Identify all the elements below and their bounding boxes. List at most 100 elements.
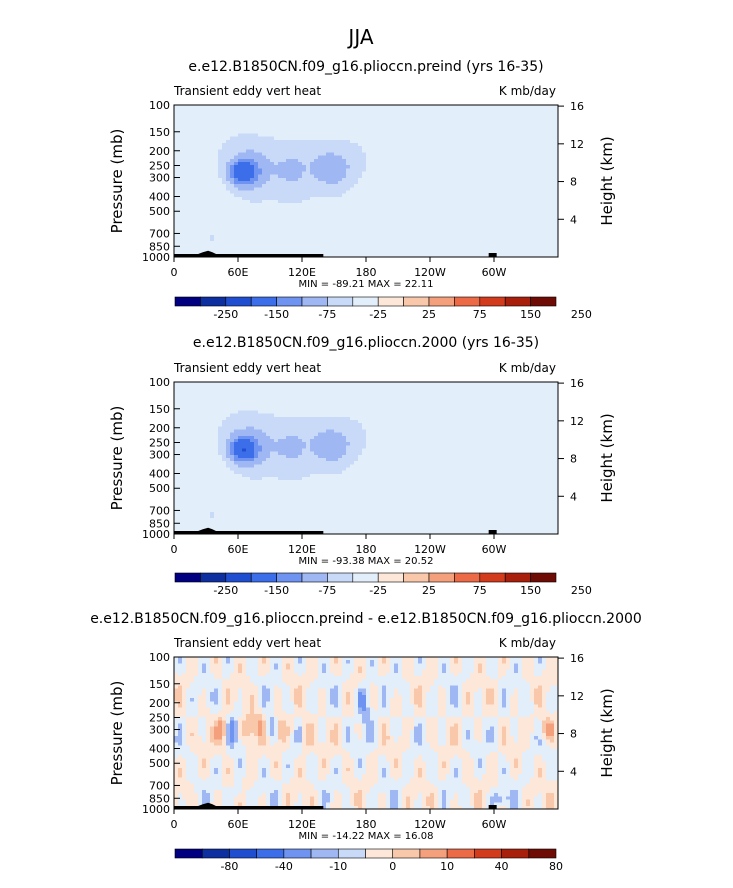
heatmap-cell: [370, 124, 375, 128]
heatmap-cell: [454, 152, 459, 157]
heatmap-cell: [502, 124, 507, 128]
heatmap-cell: [266, 203, 271, 207]
heatmap-cell: [534, 136, 539, 141]
heatmap-cell: [314, 165, 319, 169]
heatmap-cell: [418, 111, 423, 116]
heatmap-cell: [286, 155, 291, 160]
heatmap-cell: [182, 181, 187, 185]
heatmap-cell: [218, 184, 223, 188]
heatmap-cell: [382, 162, 387, 166]
heatmap-cell: [294, 127, 299, 131]
heatmap-cell: [282, 108, 287, 112]
heatmap-cell: [218, 187, 223, 192]
heatmap-cell: [458, 149, 463, 154]
heatmap-cell: [222, 117, 227, 122]
heatmap-cell: [374, 206, 379, 211]
heatmap-cell: [502, 171, 507, 176]
heatmap-cell: [330, 155, 335, 160]
heatmap-cell: [190, 108, 195, 112]
heatmap-cell: [326, 155, 331, 160]
heatmap-cell: [278, 162, 283, 166]
heatmap-cell: [386, 143, 391, 147]
heatmap-cell: [254, 146, 259, 150]
heatmap-cell: [366, 162, 371, 166]
heatmap-cell: [406, 193, 411, 198]
heatmap-cell: [318, 139, 323, 144]
heatmap-cell: [438, 114, 443, 119]
heatmap-cell: [506, 105, 511, 109]
heatmap-cell: [334, 143, 339, 147]
heatmap-cell: [210, 162, 215, 166]
heatmap-cell: [234, 130, 239, 135]
heatmap-cell: [414, 124, 419, 128]
heatmap-cell: [514, 127, 519, 131]
heatmap-cell: [382, 143, 387, 147]
heatmap-cell: [354, 130, 359, 135]
heatmap-cell: [490, 105, 495, 109]
heatmap-cell: [470, 133, 475, 138]
heatmap-cell: [198, 187, 203, 192]
heatmap-cell: [354, 158, 359, 163]
heatmap-cell: [414, 155, 419, 160]
heatmap-cell: [334, 181, 339, 185]
heatmap-cell: [230, 136, 235, 141]
heatmap-cell: [506, 181, 511, 185]
heatmap-cell: [218, 171, 223, 176]
heatmap-cell: [514, 158, 519, 163]
heatmap-cell: [310, 162, 315, 166]
heatmap-cell: [518, 203, 523, 207]
heatmap-cell: [410, 196, 415, 201]
heatmap-cell: [302, 171, 307, 176]
heatmap-cell: [522, 162, 527, 166]
heatmap-cell: [390, 149, 395, 154]
heatmap-cell: [374, 165, 379, 169]
heatmap-cell: [346, 193, 351, 198]
heatmap-cell: [406, 184, 411, 188]
heatmap-cell: [298, 206, 303, 211]
heatmap-cell: [366, 181, 371, 185]
heatmap-cell: [234, 184, 239, 188]
heatmap-cell: [446, 190, 451, 195]
heatmap-cell: [334, 193, 339, 198]
heatmap-cell: [418, 130, 423, 135]
heatmap-cell: [382, 203, 387, 207]
heatmap-cell: [206, 184, 211, 188]
heatmap-cell: [438, 203, 443, 207]
heatmap-cell: [422, 206, 427, 211]
heatmap-cell: [394, 108, 399, 112]
heatmap-cell: [478, 155, 483, 160]
heatmap-cell: [390, 120, 395, 125]
heatmap-cell: [346, 149, 351, 154]
heatmap-cell: [338, 181, 343, 185]
heatmap-cell: [370, 158, 375, 163]
heatmap-cell: [278, 149, 283, 154]
heatmap-cell: [334, 200, 339, 204]
heatmap-cell: [386, 168, 391, 173]
heatmap-cell: [394, 133, 399, 138]
heatmap-cell: [474, 124, 479, 128]
heatmap-cell: [290, 146, 295, 150]
heatmap-cell: [462, 108, 467, 112]
heatmap-cell: [546, 114, 551, 119]
heatmap-cell: [490, 203, 495, 207]
heatmap-cell: [534, 171, 539, 176]
heatmap-cell: [370, 200, 375, 204]
heatmap-cell: [322, 203, 327, 207]
heatmap-cell: [338, 127, 343, 131]
heatmap-cell: [422, 193, 427, 198]
heatmap-cell: [522, 111, 527, 116]
heatmap-cell: [506, 143, 511, 147]
heatmap-cell: [498, 152, 503, 157]
heatmap-cell: [358, 120, 363, 125]
heatmap-cell: [198, 165, 203, 169]
heatmap-cell: [182, 152, 187, 157]
heatmap-cell: [470, 181, 475, 185]
heatmap-cell: [254, 190, 259, 195]
heatmap-cell: [414, 114, 419, 119]
heatmap-cell: [246, 165, 251, 169]
heatmap-cell: [462, 127, 467, 131]
heatmap-cell: [494, 127, 499, 131]
heatmap-cell: [530, 200, 535, 204]
heatmap-cell: [242, 162, 247, 166]
heatmap-cell: [494, 184, 499, 188]
